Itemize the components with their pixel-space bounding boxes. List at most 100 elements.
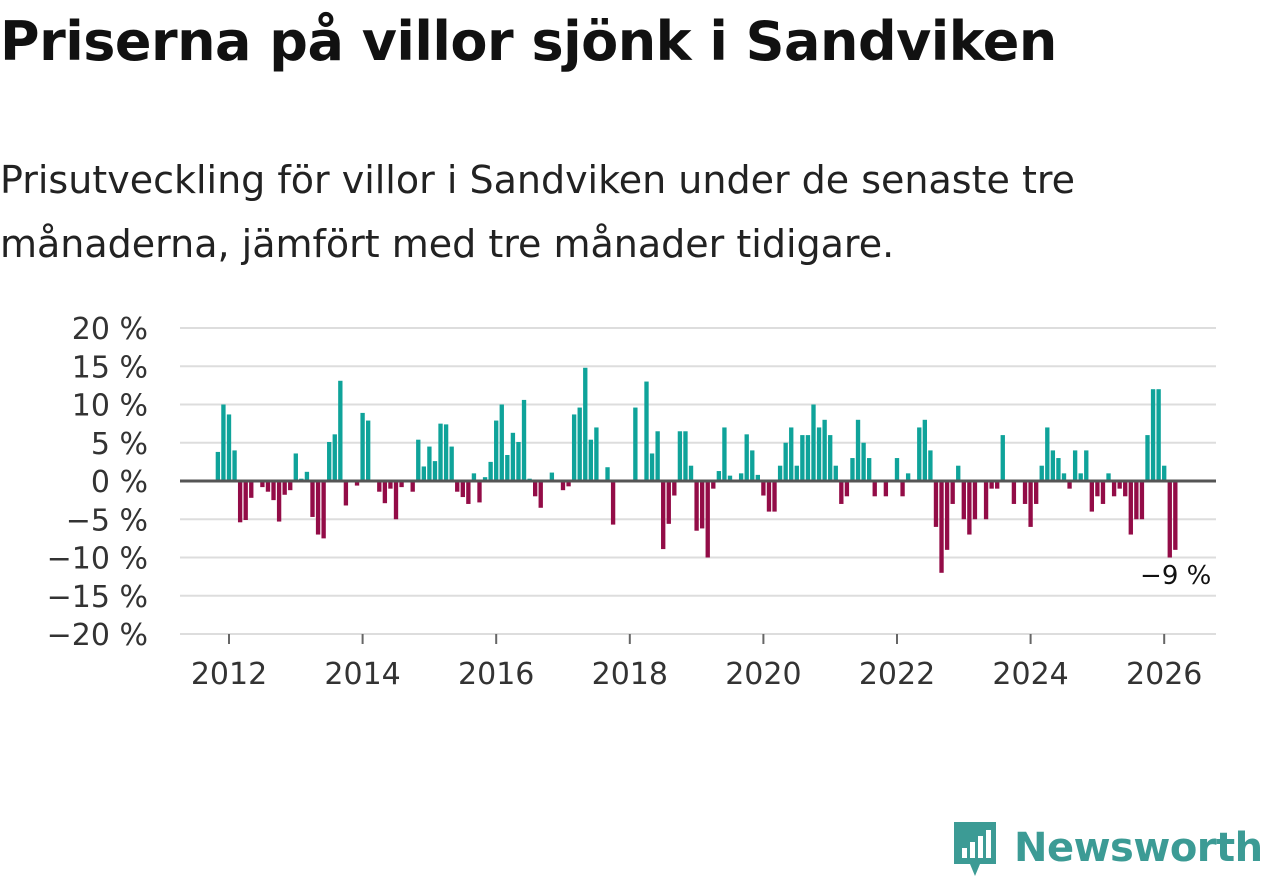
bar — [1061, 473, 1067, 481]
bar — [700, 481, 705, 529]
bar — [967, 481, 972, 535]
bar — [1089, 481, 1094, 512]
bar — [354, 481, 360, 486]
y-tick-label: −5 % — [66, 503, 148, 538]
bar — [805, 435, 811, 481]
bar — [1150, 389, 1156, 481]
bar — [683, 431, 688, 481]
y-tick-label: 20 % — [72, 312, 148, 347]
bar — [867, 458, 872, 481]
bar — [388, 481, 393, 489]
bar — [494, 420, 499, 481]
x-axis: 2012 2014 2016 2018 2020 2022 2024 2026 — [191, 634, 1202, 692]
bar — [288, 481, 293, 491]
annotation-label: −9 % — [1140, 561, 1211, 591]
bar — [861, 442, 866, 481]
bar — [421, 466, 426, 481]
bar-series — [215, 367, 1178, 573]
bar — [839, 481, 844, 504]
bar — [961, 481, 966, 520]
bar — [783, 442, 788, 481]
bar — [905, 473, 911, 481]
bar — [399, 481, 404, 488]
bar — [1000, 435, 1005, 481]
bar — [761, 481, 766, 496]
bar — [471, 473, 477, 481]
bar — [716, 471, 722, 481]
bar — [649, 453, 655, 481]
bar — [727, 475, 733, 481]
bar — [1134, 481, 1139, 520]
bar — [215, 451, 221, 481]
chart-subtitle: Prisutveckling för villor i Sandviken un… — [0, 158, 1076, 266]
bar — [811, 404, 816, 481]
x-tick-label: 2020 — [725, 657, 801, 692]
bar — [1123, 481, 1128, 497]
bar — [688, 465, 694, 481]
bar — [243, 481, 248, 521]
bar — [577, 407, 582, 481]
bar — [850, 458, 855, 481]
x-tick-label: 2026 — [1126, 657, 1202, 692]
bar — [939, 481, 944, 573]
x-tick-label: 2024 — [992, 657, 1068, 692]
bar — [482, 477, 488, 481]
bar — [1067, 481, 1072, 489]
bar — [393, 481, 399, 520]
bar — [488, 461, 493, 482]
bar — [705, 481, 710, 558]
bar — [249, 481, 254, 498]
bar — [1072, 450, 1078, 481]
bar — [1117, 481, 1122, 489]
bar — [989, 481, 994, 489]
bar — [950, 481, 955, 504]
bar — [460, 481, 465, 498]
bar — [477, 481, 482, 503]
bar — [360, 412, 365, 481]
bar — [549, 472, 555, 481]
bar — [1095, 481, 1100, 497]
bar — [1100, 481, 1106, 504]
bar — [995, 481, 1000, 489]
bar — [466, 481, 471, 504]
y-tick-label: −10 % — [47, 542, 148, 577]
bar — [1034, 481, 1039, 504]
bar — [1078, 473, 1083, 481]
bar — [221, 404, 226, 481]
bar — [605, 467, 610, 481]
x-tick-label: 2022 — [859, 657, 935, 692]
bar — [427, 446, 432, 481]
bar — [822, 419, 827, 481]
bar — [644, 381, 649, 481]
bar — [332, 434, 337, 481]
bar — [1145, 435, 1150, 481]
bar — [293, 453, 298, 481]
bar — [1050, 450, 1056, 481]
y-tick-label: 15 % — [72, 350, 148, 385]
bar — [338, 380, 343, 481]
bar — [1028, 481, 1033, 527]
x-tick-label: 2016 — [458, 657, 534, 692]
bar — [677, 431, 683, 481]
bar — [722, 427, 727, 481]
x-tick-label: 2012 — [191, 657, 267, 692]
bar — [633, 407, 638, 481]
bar — [755, 474, 760, 481]
bar — [828, 435, 833, 481]
bar — [711, 481, 716, 489]
bar — [872, 481, 877, 497]
bar — [1128, 481, 1133, 535]
bar — [499, 404, 504, 481]
bar — [382, 481, 388, 504]
bar — [583, 367, 588, 481]
bar — [226, 414, 232, 481]
x-tick-label: 2018 — [592, 657, 668, 692]
bar — [933, 481, 939, 527]
bar — [282, 481, 287, 495]
bar — [772, 481, 777, 512]
bar — [304, 471, 310, 481]
bar — [237, 481, 243, 523]
bar — [738, 473, 744, 481]
bar — [321, 481, 326, 539]
bar — [694, 481, 699, 531]
